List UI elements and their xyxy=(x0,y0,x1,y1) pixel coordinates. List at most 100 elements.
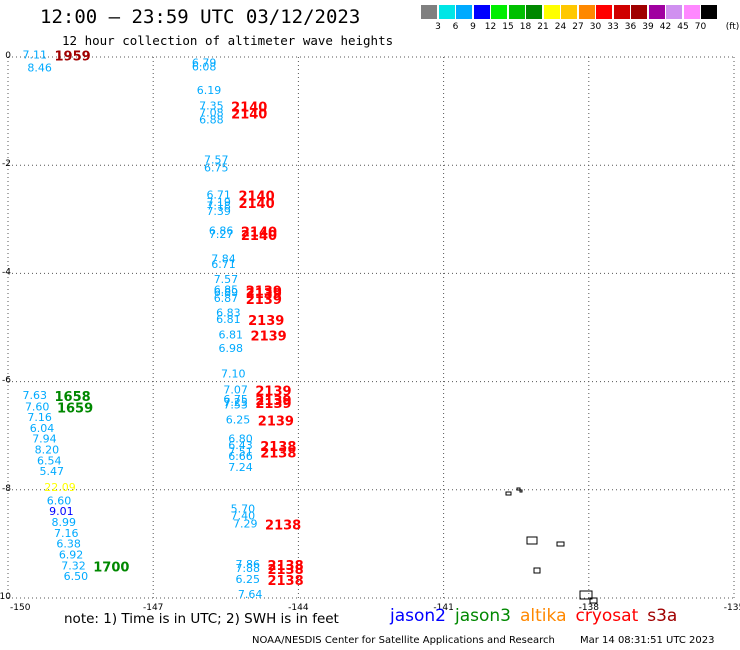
wave-height-label: 7.63 xyxy=(23,389,48,402)
y-tick-label: -4 xyxy=(2,267,11,277)
observation-time-label: 2139 xyxy=(246,287,282,302)
wave-height-label: 6.85 xyxy=(214,283,239,296)
wave-height-label: 6.86 xyxy=(209,224,234,237)
y-tick-label: -6 xyxy=(2,376,11,386)
wave-height-label: 6.80 xyxy=(228,433,253,446)
wave-height-label: 5.47 xyxy=(39,465,64,478)
wave-height-label: 22.09 xyxy=(44,481,76,494)
legend-swatch xyxy=(683,5,700,19)
legend-label: 3 xyxy=(435,22,441,32)
map-subtitle: 12 hour collection of altimeter wave hei… xyxy=(62,33,394,48)
island-outline xyxy=(556,541,565,547)
wave-height-label: 7.08 xyxy=(199,107,224,120)
observation-time-label: 2139 xyxy=(258,414,294,429)
wave-height-label: 6.50 xyxy=(64,570,89,583)
wave-height-label: 6.75 xyxy=(223,393,248,406)
wave-height-label: 6.04 xyxy=(30,422,54,435)
wave-height-label: 6.83 xyxy=(216,307,241,320)
legend-swatch xyxy=(456,5,472,19)
legend-label: 24 xyxy=(554,22,567,32)
observation-time-label: 2138 xyxy=(267,563,303,578)
observation-time-label: 2139 xyxy=(246,293,282,308)
wave-height-label: 7.16 xyxy=(54,527,78,540)
legend-label: 42 xyxy=(659,22,672,32)
satellite-jason3: jason3 xyxy=(455,606,511,626)
observation-time-label: 2138 xyxy=(260,447,296,462)
wave-height-label: 7.40 xyxy=(231,510,256,523)
observation-time-label: 2139 xyxy=(255,397,291,412)
legend-label: 12 xyxy=(484,22,497,32)
wave-height-label: 6.60 xyxy=(47,494,72,507)
wave-height-label: 9.01 xyxy=(49,505,74,518)
wave-height-label: 6.25 xyxy=(235,573,259,586)
y-tick-label: 0 xyxy=(5,51,11,61)
island-outlines xyxy=(505,487,598,604)
observation-time-label: 2140 xyxy=(241,229,277,244)
wave-height-label: 6.43 xyxy=(228,439,253,452)
island-outline xyxy=(579,590,593,600)
footer-note: note: 1) Time is in UTC; 2) SWH is in fe… xyxy=(64,611,339,627)
wave-height-label: 7.94 xyxy=(32,433,57,446)
wave-height-label: 7.57 xyxy=(204,154,229,167)
wave-height-label: 6.71 xyxy=(206,189,231,202)
wave-height-label: 6.75 xyxy=(204,162,229,175)
satellite-altika: altika xyxy=(520,606,567,626)
wave-height-label: 7.16 xyxy=(27,411,52,424)
legend-swatch xyxy=(561,5,577,19)
observation-time-label: 2140 xyxy=(238,190,274,205)
wave-height-label: 7.19 xyxy=(206,196,231,209)
wave-height-label: 6.25 xyxy=(226,413,251,426)
wave-height-label: 7.18 xyxy=(206,200,231,213)
wave-height-label: 7.53 xyxy=(223,399,248,412)
observation-time-label: 2140 xyxy=(241,225,277,240)
wave-height-label: 7.51 xyxy=(228,446,253,459)
legend-label: 33 xyxy=(607,22,619,32)
y-tick-label: -2 xyxy=(2,159,11,169)
wave-height-label: 6.79 xyxy=(192,57,217,70)
wave-height-label: 6.89 xyxy=(214,286,239,299)
wave-height-label: 8.99 xyxy=(52,516,76,529)
x-tick-label: -150 xyxy=(10,603,31,613)
observation-time-label: 1700 xyxy=(93,560,129,575)
wave-height-label: 6.71 xyxy=(211,258,236,271)
observation-time-label: 2139 xyxy=(246,284,282,299)
legend-swatch xyxy=(508,5,525,19)
legend-swatch xyxy=(421,5,437,19)
x-tick-label: -147 xyxy=(143,603,163,613)
wave-height-label: 7.84 xyxy=(211,253,236,266)
x-tick-label: -135 xyxy=(724,603,740,613)
satellite-jason2: jason2 xyxy=(390,606,446,626)
wave-height-label: 6.38 xyxy=(56,538,81,551)
map-title: 12:00 — 23:59 UTC 03/12/2023 xyxy=(40,6,361,28)
wave-height-label: 5.70 xyxy=(231,503,256,516)
wave-height-label: 7.11 xyxy=(23,49,48,62)
wave-height-label: 6.88 xyxy=(199,114,224,127)
wave-height-label: 7.88 xyxy=(235,562,259,575)
wave-height-label: 6.66 xyxy=(228,450,253,463)
observation-time-label: 2140 xyxy=(238,197,274,212)
wave-height-label: 6.54 xyxy=(37,454,62,467)
wave-height-label: 6.19 xyxy=(197,84,222,97)
wave-height-label: 7.39 xyxy=(206,205,231,218)
legend-swatch xyxy=(648,5,665,19)
wave-height-label: 8.46 xyxy=(27,62,52,75)
observation-time-label: 2138 xyxy=(267,574,303,589)
island-outline xyxy=(516,487,521,491)
wave-height-label: 6.08 xyxy=(192,61,217,74)
wave-height-label: 7.29 xyxy=(233,518,258,531)
wave-height-label: 6.81 xyxy=(219,328,244,341)
island-outline xyxy=(589,597,598,604)
wave-height-label: 7.24 xyxy=(228,461,253,474)
wave-height-label: 6.81 xyxy=(216,313,241,326)
y-tick-label: -8 xyxy=(2,484,11,494)
island-outline xyxy=(519,489,523,493)
legend-swatch xyxy=(613,5,630,19)
observation-time-label: 2139 xyxy=(255,385,291,400)
legend-label: 70 xyxy=(694,22,707,32)
observation-time-label: 1959 xyxy=(55,50,91,65)
observation-time-label: 2140 xyxy=(231,100,267,115)
legend-swatch xyxy=(473,5,490,19)
wave-height-label: 7.60 xyxy=(25,400,50,413)
legend-label: 27 xyxy=(572,22,584,32)
